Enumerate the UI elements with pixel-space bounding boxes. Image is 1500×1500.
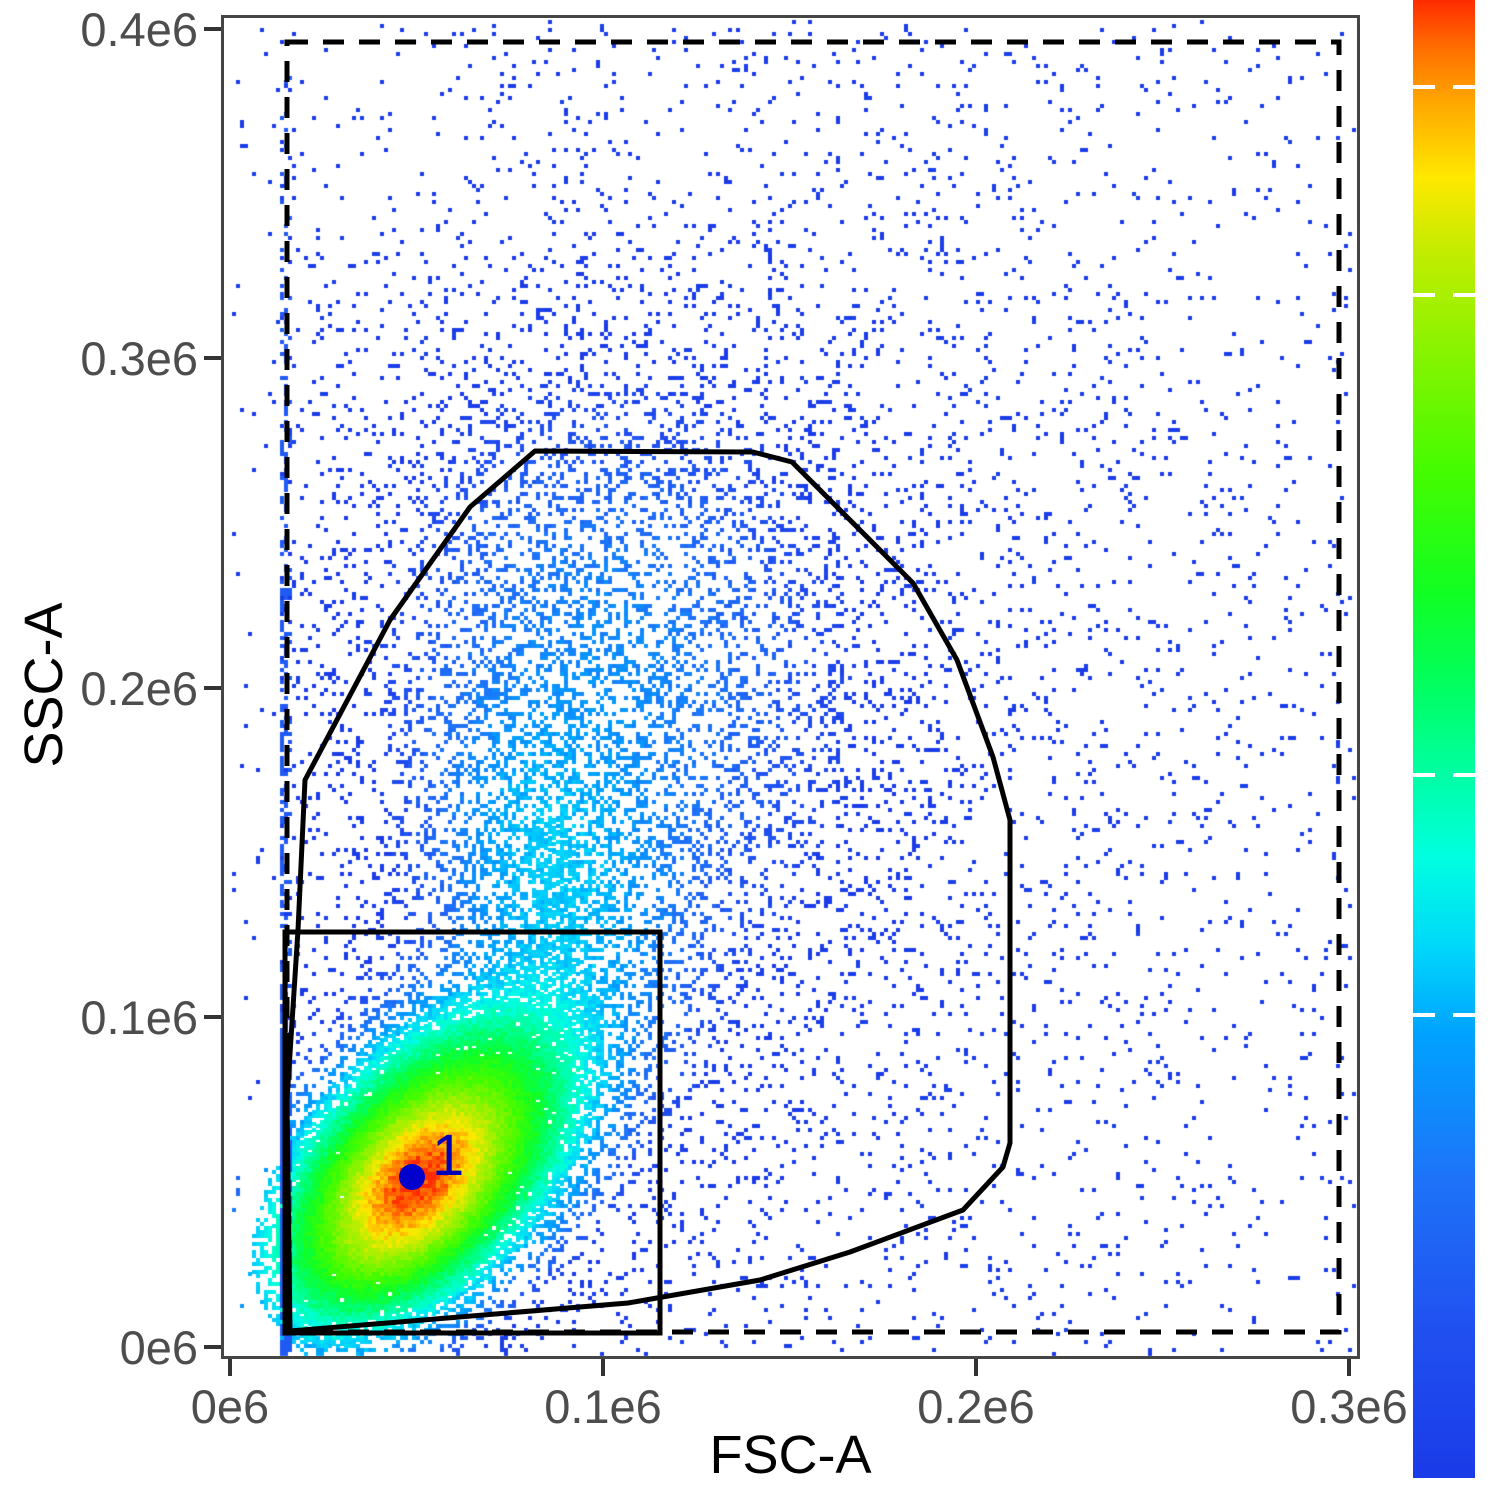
x-tick-label: 0e6 — [190, 1380, 270, 1433]
x-axis-title: FSC-A — [709, 1425, 872, 1485]
y-tick-mark — [204, 356, 221, 360]
colorbar-tick — [1413, 773, 1435, 777]
density-colorbar — [1413, 0, 1475, 1478]
gate-label: 1 — [432, 1123, 464, 1188]
y-tick-mark — [204, 686, 221, 690]
x-tick-label: 0.2e6 — [917, 1380, 1035, 1433]
y-tick-label: 0.3e6 — [80, 332, 198, 385]
gate-centroid-dot — [399, 1164, 425, 1190]
plot-panel-border — [221, 15, 1360, 1359]
x-tick-label: 0.1e6 — [544, 1380, 662, 1433]
y-tick-mark — [204, 27, 221, 31]
rect-gate-1[interactable] — [282, 929, 663, 1336]
x-tick-mark — [601, 1359, 605, 1376]
y-tick-mark — [204, 1345, 221, 1349]
y-tick-label: 0.2e6 — [80, 662, 198, 715]
x-tick-mark — [974, 1359, 978, 1376]
colorbar-tick — [1413, 85, 1435, 89]
y-tick-label: 0e6 — [119, 1321, 198, 1374]
colorbar-tick — [1413, 293, 1435, 297]
colorbar-tick — [1453, 85, 1475, 89]
x-tick-mark — [1347, 1359, 1351, 1376]
y-tick-mark — [204, 1015, 221, 1019]
y-axis-title: SSC-A — [14, 602, 74, 768]
y-tick-label: 0.4e6 — [80, 3, 198, 56]
colorbar-tick — [1453, 773, 1475, 777]
polygon-gate[interactable] — [284, 448, 1013, 1334]
x-tick-mark — [228, 1359, 232, 1376]
x-tick-label: 0.3e6 — [1290, 1380, 1408, 1433]
y-tick-label: 0.1e6 — [80, 991, 198, 1044]
colorbar-tick — [1453, 293, 1475, 297]
dashed-range-gate[interactable] — [284, 39, 1342, 1335]
colorbar-tick — [1413, 1013, 1435, 1017]
colorbar-tick — [1453, 1013, 1475, 1017]
